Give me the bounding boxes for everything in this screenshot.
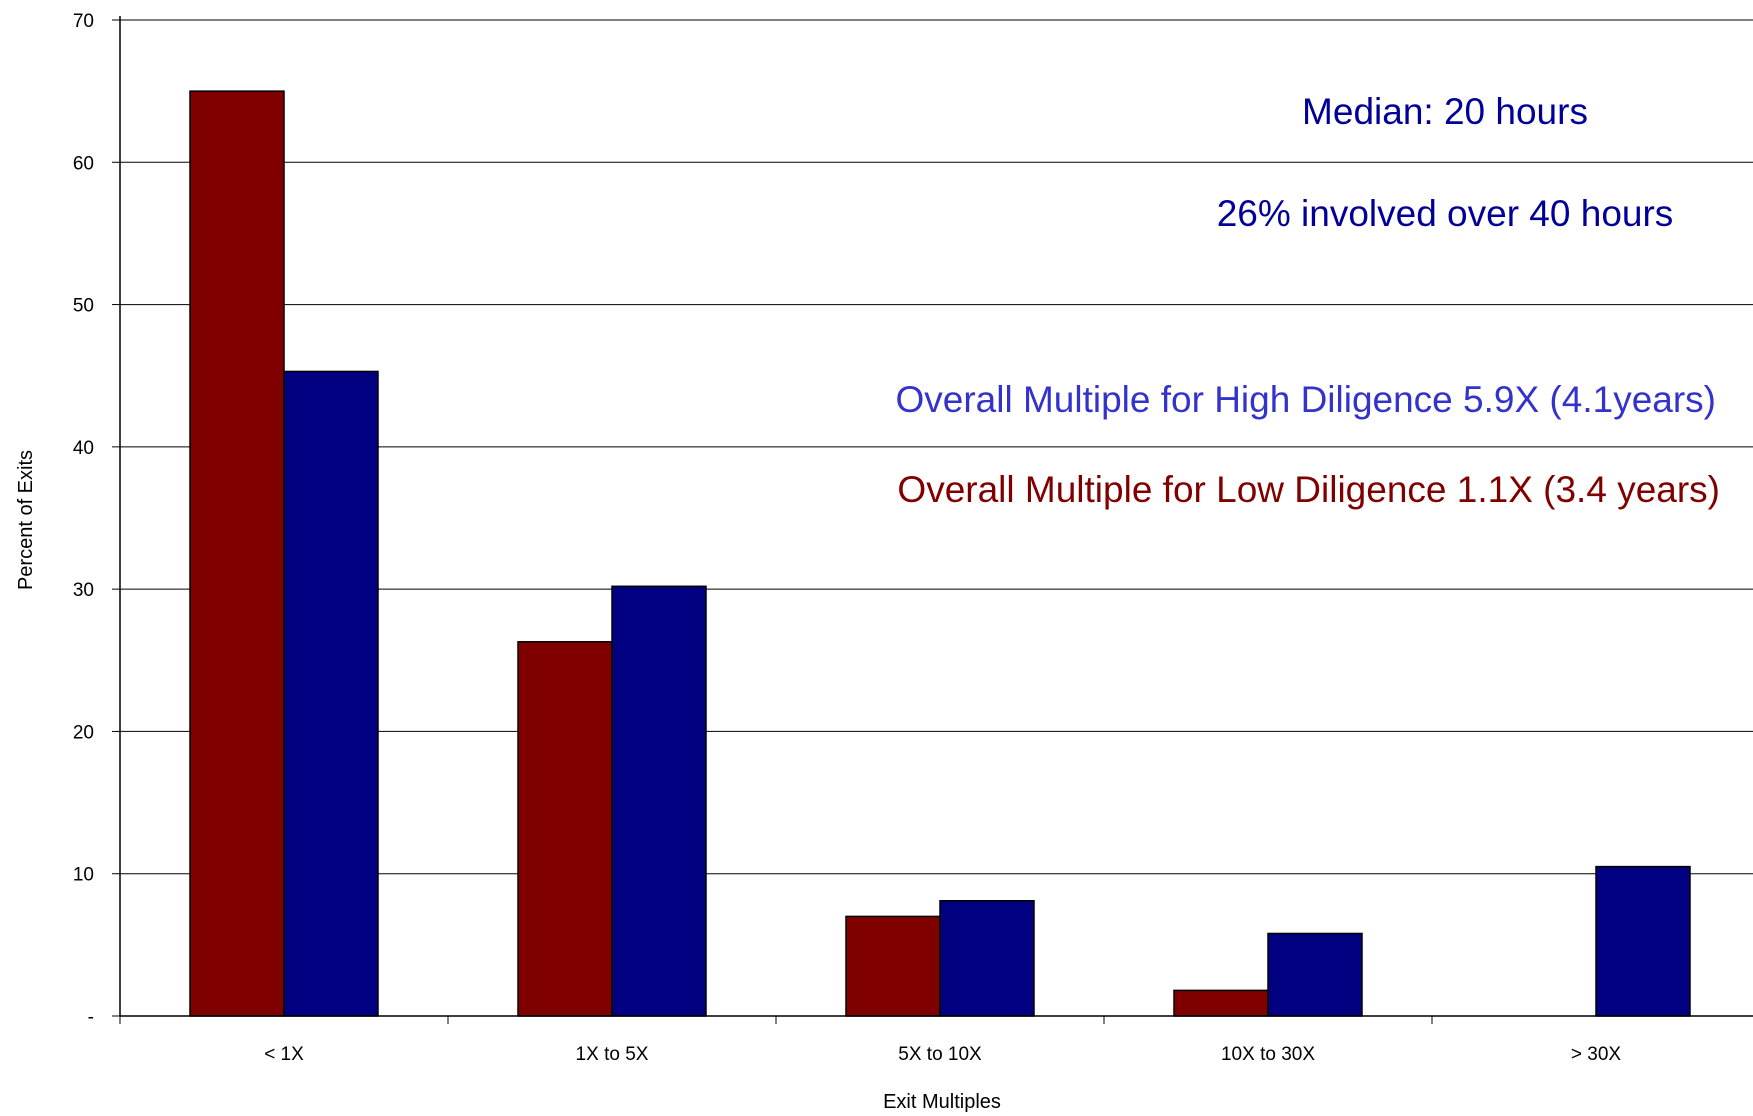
x-axis-title: Exit Multiples — [883, 1091, 1001, 1113]
x-tick-label-0: < 1X — [264, 1044, 304, 1065]
bar-series2-cat3 — [1267, 932, 1363, 1017]
y-tick-label-3: 30 — [73, 580, 94, 601]
annotation-high-diligence: Overall Multiple for High Diligence 5.9X… — [895, 379, 1716, 420]
bar-series1-cat1 — [517, 641, 613, 1017]
x-tick-label-3: 10X to 30X — [1221, 1044, 1315, 1065]
y-tick-label-5: 50 — [73, 296, 94, 317]
x-tick-label-2: 5X to 10X — [898, 1044, 982, 1065]
y-tick-label-4: 40 — [73, 438, 94, 459]
axes — [119, 16, 1753, 1024]
y-tick-label-7: 70 — [73, 11, 94, 32]
bar-series1-cat0 — [189, 90, 285, 1017]
y-tick-label-1: 10 — [73, 865, 94, 886]
y-tick-label-2: 20 — [73, 722, 94, 743]
bar-series1-cat2 — [845, 915, 941, 1017]
bar-series2-cat2 — [939, 899, 1035, 1017]
annotation-median: Median: 20 hours — [1302, 91, 1588, 132]
x-tick-label-1: 1X to 5X — [576, 1044, 649, 1065]
bar-series2-cat1 — [611, 585, 707, 1017]
annotation-over-40-hours: 26% involved over 40 hours — [1217, 193, 1674, 234]
bar-series2-cat0 — [283, 370, 379, 1017]
y-tick-labels: - 10 20 30 40 50 60 70 — [73, 11, 94, 1028]
x-tick-labels: < 1X 1X to 5X 5X to 10X 10X to 30X > 30X — [264, 1044, 1621, 1065]
bar-series1-cat3 — [1173, 989, 1269, 1017]
bar-series2-cat4 — [1595, 865, 1691, 1017]
x-tick-label-4: > 30X — [1571, 1044, 1622, 1065]
gridlines — [112, 19, 1753, 1017]
y-tick-label-0: - — [88, 1007, 94, 1028]
y-tick-label-6: 60 — [73, 153, 94, 174]
bars — [189, 90, 1691, 1017]
annotation-low-diligence: Overall Multiple for Low Diligence 1.1X … — [897, 469, 1720, 510]
y-axis-title: Percent of Exits — [15, 450, 37, 590]
